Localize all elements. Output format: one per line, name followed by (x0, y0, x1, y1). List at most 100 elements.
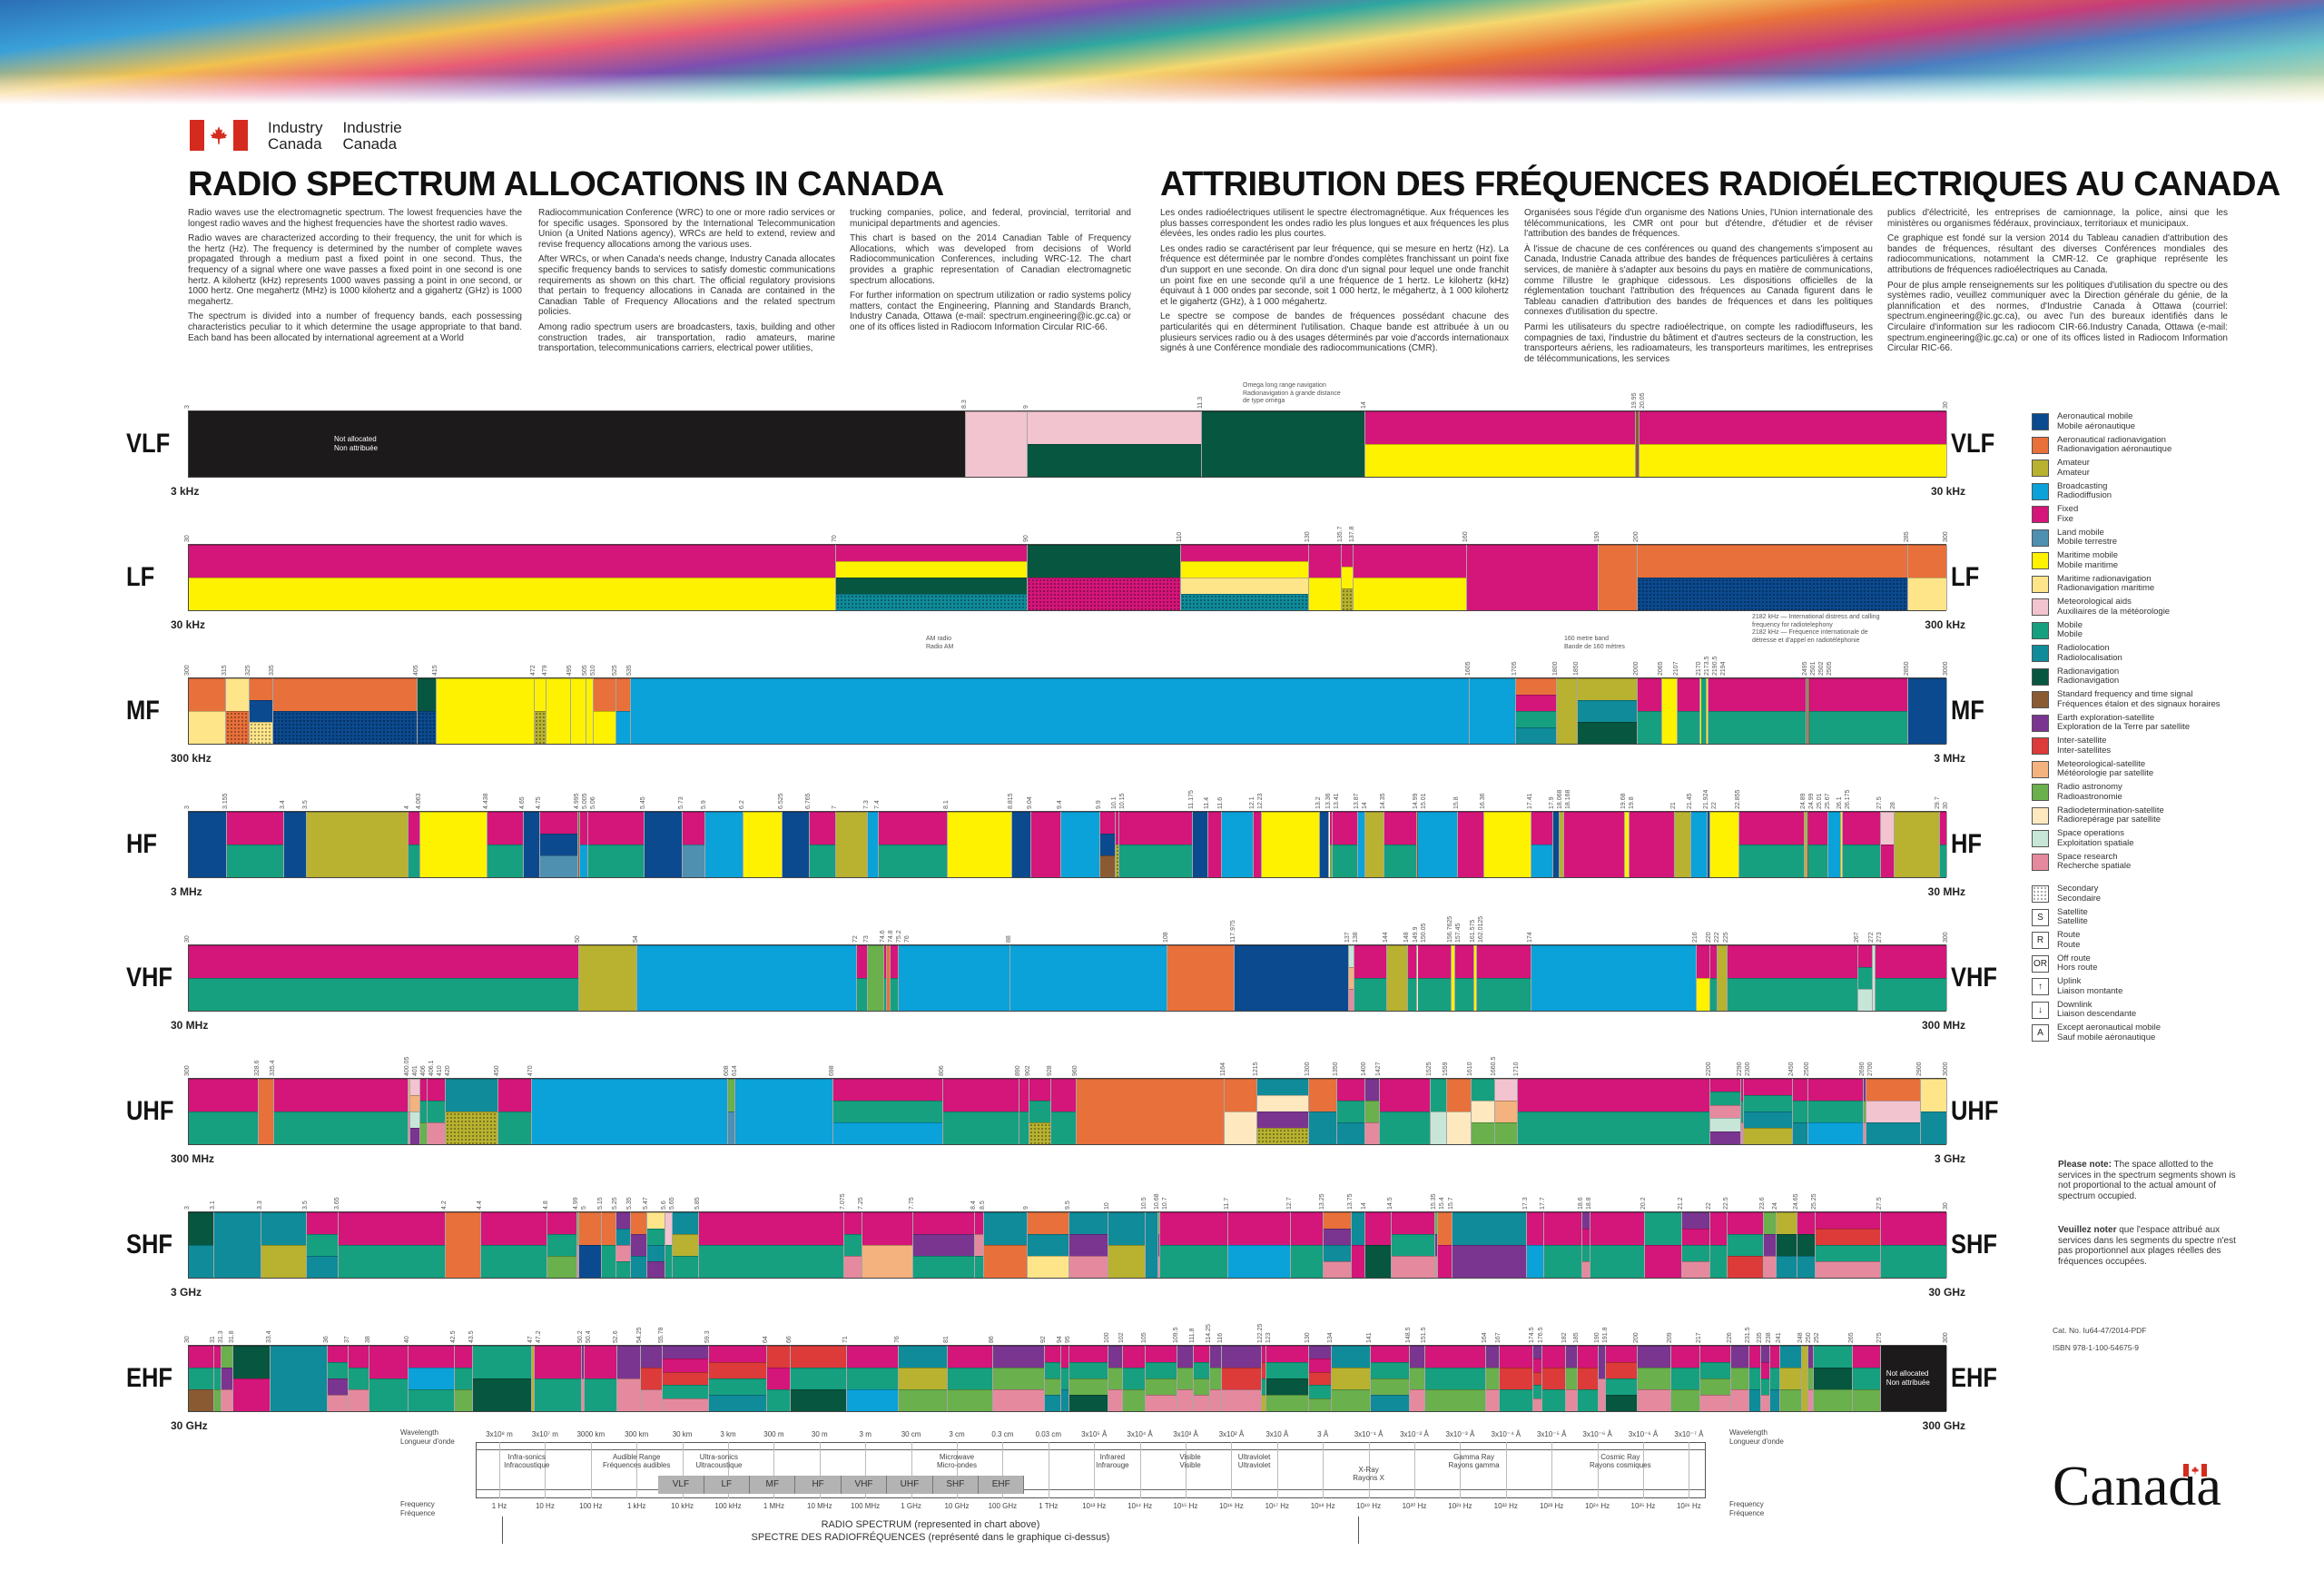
allocation-segment[interactable] (966, 411, 1029, 477)
allocation-segment[interactable] (637, 945, 858, 1011)
allocation-segment[interactable] (1358, 812, 1365, 877)
allocation-segment[interactable] (410, 1079, 420, 1144)
allocation-segment[interactable] (1806, 678, 1808, 744)
allocation-segment[interactable] (846, 1346, 899, 1411)
allocation-segment[interactable] (833, 1079, 944, 1144)
allocation-segment[interactable] (1707, 678, 1709, 744)
allocation-segment[interactable] (1565, 1346, 1579, 1411)
allocation-segment[interactable] (630, 678, 1470, 744)
allocation-segment[interactable] (1028, 545, 1181, 610)
allocation-segment[interactable] (585, 1346, 618, 1411)
allocation-segment[interactable] (1410, 1346, 1426, 1411)
allocation-segment[interactable] (791, 1346, 847, 1411)
allocation-segment[interactable] (1077, 1079, 1225, 1144)
allocation-segment[interactable] (1425, 1346, 1486, 1411)
allocation-segment[interactable] (306, 812, 409, 877)
allocation-segment[interactable] (1452, 1212, 1527, 1278)
allocation-segment[interactable] (1807, 678, 1810, 744)
allocation-segment[interactable] (1180, 545, 1309, 610)
allocation-segment[interactable] (1807, 1346, 1815, 1411)
allocation-segment[interactable] (227, 812, 285, 877)
allocation-segment[interactable] (984, 1212, 1029, 1278)
allocation-segment[interactable] (943, 1079, 1019, 1144)
allocation-segment[interactable] (1290, 1212, 1324, 1278)
allocation-segment[interactable] (306, 1212, 339, 1278)
allocation-segment[interactable] (615, 1212, 631, 1278)
allocation-segment[interactable] (913, 1212, 976, 1278)
allocation-segment[interactable] (487, 812, 524, 877)
allocation-segment[interactable] (1674, 812, 1691, 877)
allocation-segment[interactable] (1637, 545, 1908, 610)
allocation-segment[interactable] (1068, 1346, 1108, 1411)
allocation-segment[interactable] (1476, 945, 1531, 1011)
allocation-segment[interactable] (1495, 1079, 1519, 1144)
allocation-segment[interactable] (587, 812, 645, 877)
allocation-segment[interactable] (189, 945, 579, 1011)
allocation-segment[interactable] (481, 1212, 548, 1278)
allocation-segment[interactable] (615, 678, 631, 744)
allocation-segment[interactable] (1108, 1346, 1124, 1411)
allocation-segment[interactable] (1827, 812, 1841, 877)
allocation-segment[interactable] (1804, 812, 1808, 877)
allocation-segment[interactable] (1779, 1346, 1802, 1411)
allocation-segment[interactable] (1515, 678, 1558, 744)
allocation-segment[interactable] (1332, 1346, 1371, 1411)
allocation-segment[interactable] (810, 812, 836, 877)
allocation-segment[interactable] (1123, 1346, 1146, 1411)
allocation-segment[interactable] (1364, 1212, 1393, 1278)
allocation-segment[interactable] (1777, 1212, 1797, 1278)
allocation-segment[interactable] (523, 812, 540, 877)
allocation-segment[interactable] (1364, 812, 1384, 877)
allocation-segment[interactable] (1320, 812, 1330, 877)
allocation-segment[interactable] (233, 1346, 271, 1411)
allocation-segment[interactable] (1710, 1212, 1728, 1278)
allocation-segment[interactable] (1392, 1212, 1436, 1278)
allocation-segment[interactable] (1598, 545, 1638, 610)
allocation-segment[interactable] (1224, 1079, 1257, 1144)
allocation-segment[interactable] (1044, 1346, 1061, 1411)
allocation-segment[interactable] (1797, 1212, 1816, 1278)
allocation-segment[interactable] (1872, 945, 1876, 1011)
allocation-segment[interactable] (1670, 1346, 1700, 1411)
allocation-segment[interactable] (472, 1346, 532, 1411)
allocation-segment[interactable] (1029, 1079, 1051, 1144)
allocation-segment[interactable] (1323, 1212, 1352, 1278)
allocation-segment[interactable] (582, 1346, 586, 1411)
allocation-segment[interactable] (213, 1212, 262, 1278)
allocation-segment[interactable] (1710, 812, 1740, 877)
allocation-segment[interactable] (1030, 812, 1061, 877)
allocation-segment[interactable] (1364, 411, 1636, 477)
allocation-segment[interactable] (535, 678, 547, 744)
allocation-segment[interactable] (1708, 812, 1711, 877)
allocation-segment[interactable] (1483, 812, 1532, 877)
allocation-segment[interactable] (1430, 1079, 1448, 1144)
allocation-segment[interactable] (1531, 945, 1697, 1011)
allocation-segment[interactable] (446, 1212, 482, 1278)
allocation-segment[interactable] (992, 1346, 1045, 1411)
allocation-segment[interactable] (258, 1079, 274, 1144)
allocation-segment[interactable] (1474, 945, 1477, 1011)
allocation-segment[interactable] (1348, 945, 1354, 1011)
allocation-segment[interactable] (1708, 678, 1807, 744)
allocation-segment[interactable] (1730, 1346, 1749, 1411)
allocation-segment[interactable] (1815, 1212, 1881, 1278)
allocation-segment[interactable] (189, 678, 227, 744)
allocation-segment[interactable] (1159, 1212, 1228, 1278)
allocation-segment[interactable] (1119, 812, 1194, 877)
allocation-segment[interactable] (1864, 1079, 1867, 1144)
allocation-segment[interactable] (1354, 945, 1387, 1011)
allocation-segment[interactable] (1807, 812, 1828, 877)
allocation-segment[interactable] (250, 678, 273, 744)
allocation-segment[interactable] (1770, 1346, 1780, 1411)
allocation-segment[interactable] (1262, 812, 1321, 877)
allocation-segment[interactable] (1351, 1212, 1365, 1278)
allocation-segment[interactable] (261, 1212, 307, 1278)
allocation-segment[interactable] (1060, 1346, 1069, 1411)
allocation-segment[interactable] (1894, 812, 1940, 877)
allocation-segment[interactable] (1637, 678, 1662, 744)
allocation-segment[interactable] (617, 1346, 642, 1411)
allocation-segment[interactable] (1748, 1346, 1761, 1411)
allocation-segment[interactable] (409, 812, 421, 877)
allocation-segment[interactable] (1234, 945, 1349, 1011)
allocation-segment[interactable] (704, 812, 743, 877)
